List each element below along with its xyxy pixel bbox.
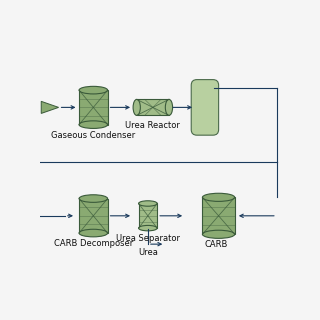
Bar bbox=[79, 90, 108, 124]
Ellipse shape bbox=[165, 100, 172, 116]
Text: Urea Reactor: Urea Reactor bbox=[125, 121, 180, 130]
Text: CARB: CARB bbox=[204, 240, 228, 250]
Text: Gaseous Condenser: Gaseous Condenser bbox=[51, 131, 135, 140]
Bar bbox=[139, 204, 157, 228]
Ellipse shape bbox=[79, 195, 108, 202]
Text: Urea: Urea bbox=[138, 248, 158, 257]
Text: CARB Decomposer: CARB Decomposer bbox=[54, 239, 133, 248]
Ellipse shape bbox=[203, 230, 235, 238]
Ellipse shape bbox=[133, 100, 140, 116]
Ellipse shape bbox=[203, 193, 235, 201]
Ellipse shape bbox=[79, 86, 108, 94]
Ellipse shape bbox=[79, 229, 108, 237]
Bar bbox=[137, 100, 169, 116]
Ellipse shape bbox=[139, 201, 157, 206]
FancyBboxPatch shape bbox=[191, 80, 219, 135]
Bar bbox=[79, 198, 108, 233]
Polygon shape bbox=[41, 101, 59, 113]
Bar bbox=[203, 197, 235, 234]
Ellipse shape bbox=[79, 121, 108, 128]
Ellipse shape bbox=[139, 225, 157, 231]
Text: Urea Separator: Urea Separator bbox=[116, 234, 180, 243]
